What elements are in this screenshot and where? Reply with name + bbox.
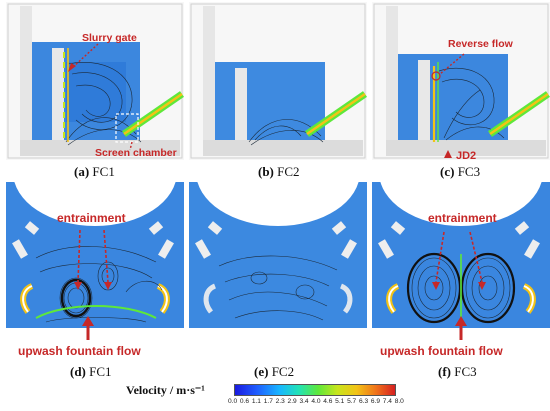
panel-b-caption: (b) FC2 <box>258 164 300 180</box>
colorbar-tick: 1.7 <box>263 398 273 405</box>
screen-chamber-label: Screen chamber <box>95 147 177 159</box>
panel-a-letter: (a) <box>74 164 90 179</box>
panel-c-name: FC3 <box>457 164 481 179</box>
panel-b-fc2 <box>189 2 367 160</box>
panel-e-letter: (e) <box>254 364 269 379</box>
colorbar-tick: 4.0 <box>311 398 321 405</box>
panel-c-caption: (c) FC3 <box>440 164 480 180</box>
panel-e-flow-field <box>189 182 367 340</box>
colorbar-title: Velocity / m·s⁻¹ <box>126 383 205 397</box>
colorbar-tick: 0.6 <box>239 398 250 405</box>
panel-b-flow-field <box>189 2 367 160</box>
panel-c-flow-field <box>372 2 550 160</box>
panel-e-caption: (e) FC2 <box>254 364 294 380</box>
panel-a-fc1 <box>6 2 184 160</box>
panel-d-fc1 <box>6 182 184 340</box>
colorbar-gradient <box>234 384 396 396</box>
entrainment-label-d: entrainment <box>57 211 126 225</box>
colorbar-tick: 3.4 <box>299 398 309 405</box>
panel-d-letter: (d) <box>70 364 86 379</box>
reverse-flow-label: Reverse flow <box>448 38 513 50</box>
panel-c-letter: (c) <box>440 164 455 179</box>
panel-b-letter: (b) <box>258 164 274 179</box>
panel-f-flow-field <box>372 182 550 340</box>
colorbar-tick: 4.6 <box>323 398 333 405</box>
panel-a-flow-field <box>6 2 184 160</box>
upwash-fountain-label-f: upwash fountain flow <box>380 344 503 358</box>
colorbar-tick: 1.1 <box>251 398 261 405</box>
entrainment-label-f: entrainment <box>428 211 497 225</box>
colorbar-ticks: 0.0 0.6 1.1 1.7 2.3 2.9 3.4 4.0 4.6 5.1 … <box>228 398 404 405</box>
colorbar-tick: 8.0 <box>394 398 404 405</box>
upwash-fountain-label-d: upwash fountain flow <box>18 344 141 358</box>
panel-e-name: FC2 <box>271 364 295 379</box>
panel-b-name: FC2 <box>277 164 300 179</box>
panel-f-name: FC3 <box>454 364 477 379</box>
panel-f-letter: (f) <box>438 364 451 379</box>
panel-e-fc2 <box>189 182 367 340</box>
colorbar-tick: 2.9 <box>287 398 297 405</box>
colorbar-tick: 5.1 <box>335 398 345 405</box>
colorbar-tick: 5.7 <box>347 398 357 405</box>
colorbar-tick: 2.3 <box>275 398 285 405</box>
panel-d-caption: (d) FC1 <box>70 364 112 380</box>
slurry-gate-label: Slurry gate <box>82 32 137 44</box>
panel-a-name: FC1 <box>92 164 115 179</box>
panel-f-caption: (f) FC3 <box>438 364 477 380</box>
colorbar-tick: 6.9 <box>370 398 381 405</box>
panel-c-fc3 <box>372 2 550 160</box>
panel-a-caption: (a) FC1 <box>74 164 115 180</box>
panel-d-name: FC1 <box>89 364 112 379</box>
colorbar-tick: 7.4 <box>382 398 392 405</box>
panel-f-fc3 <box>372 182 550 340</box>
panel-d-flow-field <box>6 182 184 340</box>
colorbar-tick: 6.3 <box>358 398 369 405</box>
jd2-label: JD2 <box>456 150 477 162</box>
colorbar-tick: 0.0 <box>228 398 238 405</box>
